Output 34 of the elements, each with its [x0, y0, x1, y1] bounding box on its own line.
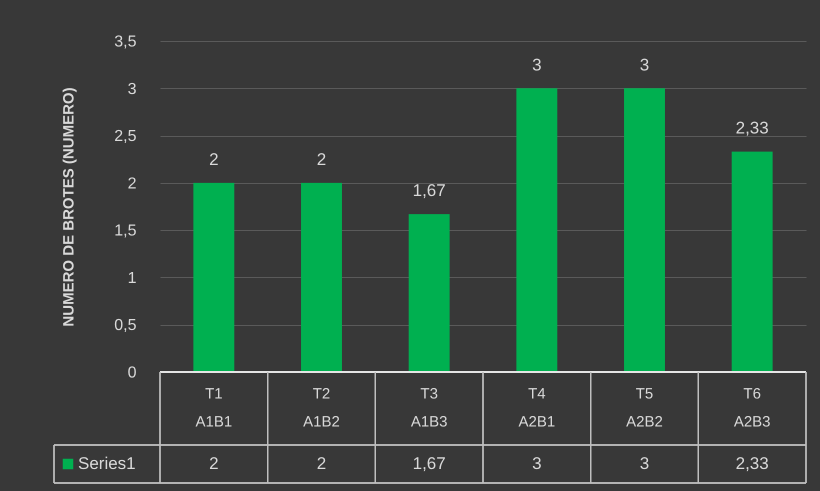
x-tick-label: T3 A1B3: [410, 386, 448, 430]
data-label: 3: [640, 454, 650, 473]
bar: [193, 182, 234, 372]
x-tick-label: T5 A2B2: [626, 386, 663, 430]
data-label: 1,67: [412, 454, 446, 473]
y-tick-label: 3,5: [114, 34, 137, 50]
y-tick-label: 0: [128, 364, 137, 382]
y-tick-label: 0,5: [114, 317, 137, 334]
y-tick-label: 2,5: [114, 128, 137, 146]
bar: [408, 214, 450, 372]
data-label: 2: [209, 454, 219, 473]
bar: [624, 88, 665, 372]
bar: [516, 88, 558, 372]
text: 2,33: [736, 118, 769, 138]
legend-label: Series1: [78, 454, 136, 473]
y-tick-label: 1,5: [114, 222, 137, 240]
text: 1,67: [412, 181, 446, 200]
data-label: 3: [532, 454, 542, 473]
bar: [301, 182, 342, 372]
x-tick-label: T2 A1B2: [303, 386, 340, 430]
text: 3: [532, 55, 542, 74]
bar: [732, 152, 773, 372]
y-tick-label: 2: [128, 175, 137, 192]
data-label: 2: [316, 454, 326, 473]
x-tick-label: T1 A1B1: [195, 386, 232, 430]
text: 3: [640, 55, 650, 74]
text: 2: [209, 150, 219, 169]
data-label: 2,33: [736, 454, 769, 473]
text: 2: [316, 150, 326, 169]
x-tick-label: T6 A2B3: [734, 386, 771, 430]
y-tick-label: 1: [128, 270, 137, 287]
x-tick-label: T4 A2B1: [518, 386, 556, 430]
y-axis-title: NUMERO DE BROTES (NUMERO): [60, 87, 78, 327]
y-tick-label: 3: [128, 80, 137, 98]
